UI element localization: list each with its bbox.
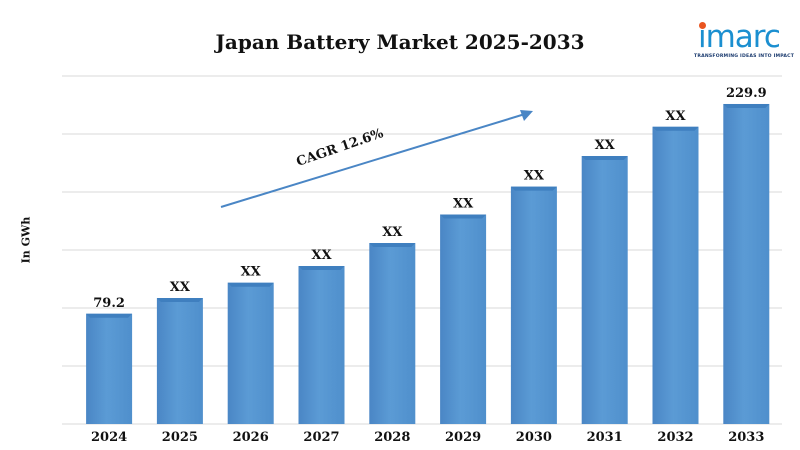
data-label-2033: 229.9 — [726, 86, 767, 101]
data-label-2029: XX — [453, 197, 474, 212]
logo-tagline: TRANSFORMING IDEAS INTO IMPACT — [694, 54, 795, 59]
bar-2027 — [298, 266, 345, 424]
logo-dot — [699, 22, 706, 29]
data-label-2025: XX — [170, 280, 191, 295]
x-tick-2027: 2027 — [303, 430, 339, 445]
bar-top-2029 — [440, 214, 487, 219]
bar-top-2030 — [510, 186, 557, 191]
cagr-arrow-head — [520, 110, 533, 121]
x-tick-2033: 2033 — [728, 430, 764, 445]
imarc-logo: imarc TRANSFORMING IDEAS INTO IMPACT — [690, 16, 794, 64]
bar-2030 — [510, 186, 557, 424]
bar-2025 — [156, 298, 203, 424]
bar-2033 — [723, 103, 770, 425]
bar-2029 — [440, 214, 487, 424]
x-tick-2032: 2032 — [657, 430, 693, 445]
data-label-2027: XX — [311, 248, 332, 263]
x-tick-2031: 2031 — [587, 430, 623, 445]
bar-2028 — [369, 243, 416, 424]
bar-top-2027 — [298, 266, 345, 271]
data-label-2030: XX — [524, 169, 545, 184]
data-label-2026: XX — [241, 265, 262, 280]
x-tick-2024: 2024 — [91, 430, 127, 445]
x-tick-2030: 2030 — [516, 430, 552, 445]
x-tick-2025: 2025 — [162, 430, 198, 445]
bar-top-2026 — [227, 282, 274, 287]
bar-2024 — [86, 313, 133, 424]
bar-2032 — [652, 126, 699, 425]
x-tick-2029: 2029 — [445, 430, 481, 445]
data-label-2032: XX — [665, 109, 686, 124]
bar-2026 — [227, 282, 274, 424]
bar-top-2033 — [723, 103, 770, 108]
cagr-arrow-line — [220, 113, 526, 208]
logo-wordmark: imarc — [698, 19, 781, 55]
data-label-2031: XX — [595, 138, 616, 153]
data-label-2024: 79.2 — [93, 296, 125, 311]
y-axis-label: In GWh — [19, 216, 33, 264]
bar-2031 — [581, 156, 628, 425]
data-label-2028: XX — [382, 225, 403, 240]
bar-top-2025 — [156, 298, 203, 303]
chart-title: Japan Battery Market 2025-2033 — [215, 30, 585, 54]
bar-top-2032 — [652, 126, 699, 131]
bar-top-2031 — [581, 156, 628, 161]
bar-top-2028 — [369, 243, 416, 248]
x-tick-2026: 2026 — [233, 430, 269, 445]
x-tick-2028: 2028 — [374, 430, 410, 445]
bar-top-2024 — [86, 313, 133, 318]
